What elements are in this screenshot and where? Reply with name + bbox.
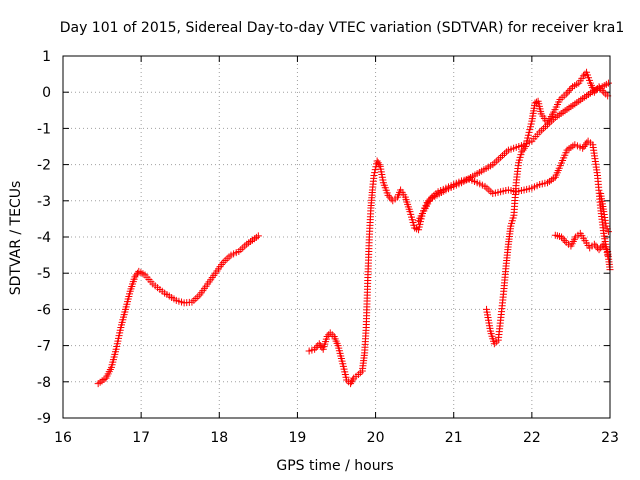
data-point [579, 72, 587, 80]
data-point [592, 242, 600, 250]
data-point [348, 378, 356, 386]
x-tick-label: 16 [54, 430, 72, 446]
y-tick-labels: 1 0 -1 -2 -3 -4 -5 -6 -7 -8 -9 [37, 49, 51, 427]
y-tick-label: -5 [37, 266, 51, 282]
x-tick-label: 18 [210, 430, 228, 446]
data-point [347, 380, 355, 388]
y-tick-label: -9 [37, 411, 51, 427]
y-tick-label: -1 [37, 121, 51, 137]
y-tick-label: 0 [42, 85, 51, 101]
data-point [311, 345, 319, 353]
data-point [559, 235, 567, 243]
data-point [317, 342, 325, 350]
data-point [597, 244, 605, 252]
x-tick-label: 22 [523, 430, 541, 446]
y-tick-label: -6 [37, 302, 51, 318]
data-point [519, 146, 527, 154]
plot-frame [62, 55, 611, 419]
data-point [597, 85, 605, 93]
x-tick-label: 19 [289, 430, 307, 446]
y-tick-label: -3 [37, 194, 51, 210]
data-point [558, 233, 566, 241]
data-point [604, 79, 612, 87]
data-point [374, 159, 382, 167]
data-point [370, 171, 378, 179]
data-point [565, 86, 573, 94]
data-point [131, 273, 139, 281]
data-point [531, 99, 539, 107]
x-tick-label: 17 [132, 430, 150, 446]
data-point [518, 148, 526, 156]
data-point [371, 166, 379, 174]
data-point [590, 240, 598, 248]
y-tick-label: -7 [37, 339, 51, 355]
data-point [349, 376, 357, 384]
data-point [520, 144, 528, 152]
data-point [375, 161, 383, 169]
data-point [371, 169, 379, 177]
data-point [132, 271, 140, 279]
y-tick-label: -2 [37, 158, 51, 174]
data-point [423, 199, 431, 207]
data-point [598, 242, 606, 250]
data-point [604, 228, 612, 236]
data-point [595, 83, 603, 91]
data-point [567, 85, 575, 93]
data-point [384, 191, 392, 199]
y-tick-label: -8 [37, 375, 51, 391]
data-point [386, 193, 394, 201]
data-point [564, 88, 572, 96]
data-point [581, 141, 589, 149]
x-tick-label: 23 [601, 430, 619, 446]
y-tick-label: 1 [42, 49, 51, 65]
series-segment-4 [483, 68, 612, 348]
series-segment-6 [597, 190, 612, 236]
data-point [579, 144, 587, 152]
x-axis-label: GPS time / hours [276, 458, 393, 474]
data-point [133, 269, 141, 277]
data-point [590, 88, 598, 96]
x-tick-labels: 16 17 18 19 20 21 22 23 [54, 430, 619, 446]
data-point [254, 232, 262, 240]
y-tick-label: -4 [37, 230, 51, 246]
data-point [561, 237, 569, 245]
data-points [94, 68, 614, 388]
x-tick-label: 20 [367, 430, 385, 446]
data-point [323, 333, 331, 341]
data-point [580, 143, 588, 150]
chart-title: Day 101 of 2015, Sidereal Day-to-day VTE… [60, 20, 625, 36]
data-point [595, 246, 603, 254]
data-point [373, 157, 381, 165]
y-axis-label: SDTVAR / TECUs [8, 181, 24, 296]
data-point [598, 86, 606, 94]
series-segment-5 [551, 229, 614, 274]
x-tick-label: 21 [445, 430, 463, 446]
data-point [562, 90, 570, 98]
data-point [592, 86, 600, 94]
series-segment-1 [94, 232, 262, 388]
